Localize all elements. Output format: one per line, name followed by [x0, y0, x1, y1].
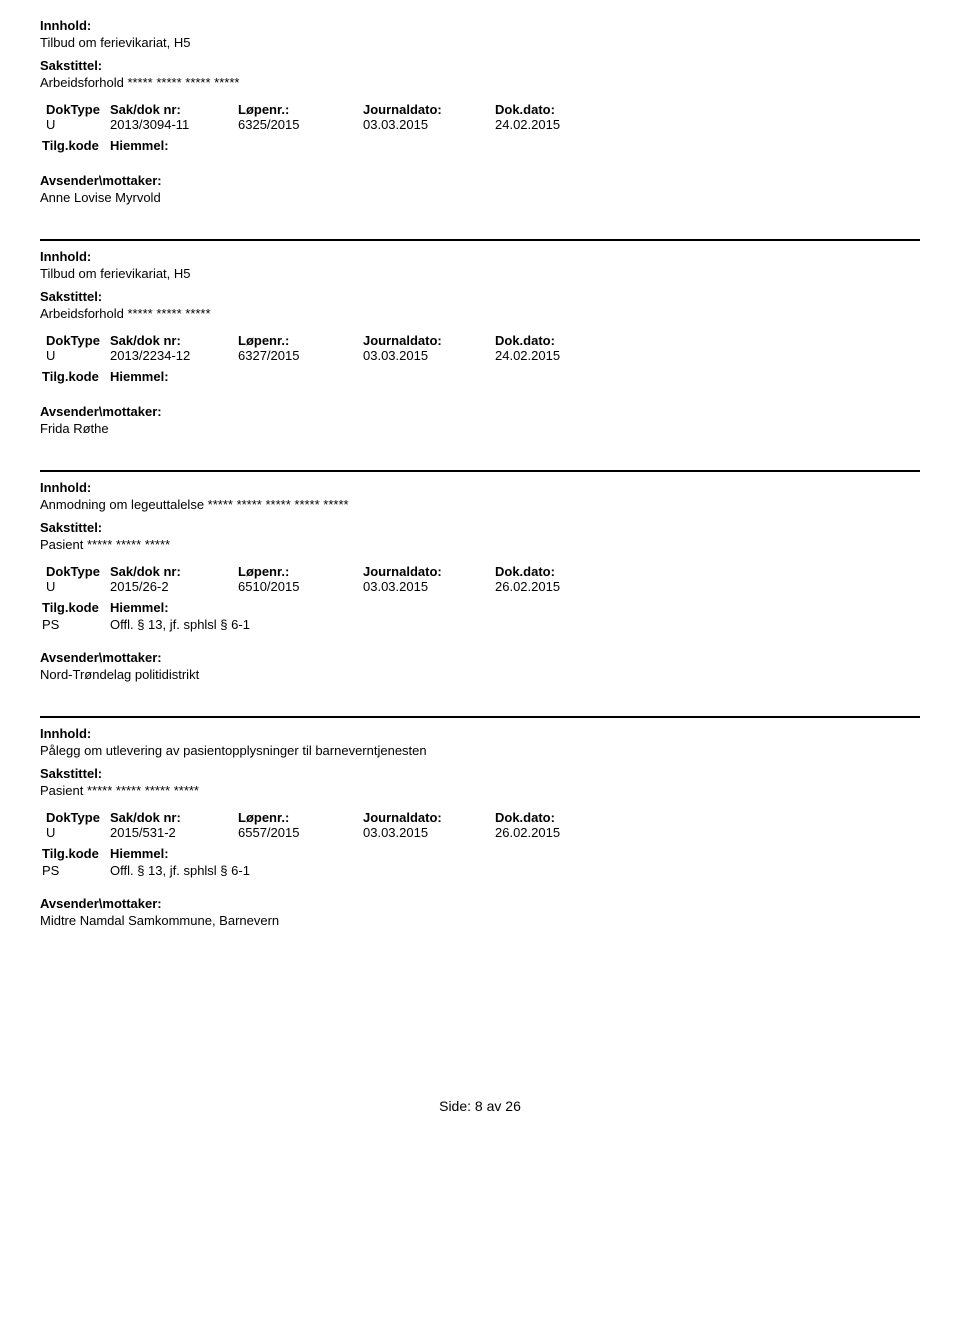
data-row: U 2015/531-2 6557/2015 03.03.2015 26.02.… [40, 825, 920, 840]
journaldato-header: Journaldato: [363, 102, 495, 117]
journaldato-header: Journaldato: [363, 564, 495, 579]
data-row: U 2013/3094-11 6325/2015 03.03.2015 24.0… [40, 117, 920, 132]
page-current: 8 [475, 1098, 483, 1114]
sakstittel-value: Arbeidsforhold ***** ***** ***** ***** [40, 75, 920, 90]
hiemmel-header-row: Tilg.kode Hiemmel: [40, 600, 920, 615]
avsender-label: Avsender\mottaker: [40, 173, 920, 188]
dokdato-value: 26.02.2015 [495, 825, 625, 840]
doktype-header: DokType [40, 102, 110, 117]
hiemmel-data-row: PS Offl. § 13, jf. sphlsl § 6-1 [40, 617, 920, 632]
dokdato-header: Dok.dato: [495, 102, 625, 117]
data-row: U 2015/26-2 6510/2015 03.03.2015 26.02.2… [40, 579, 920, 594]
avsender-label: Avsender\mottaker: [40, 650, 920, 665]
header-row: DokType Sak/dok nr: Løpenr.: Journaldato… [40, 333, 920, 348]
avsender-label: Avsender\mottaker: [40, 896, 920, 911]
lopenr-value: 6325/2015 [238, 117, 363, 132]
dokdato-header: Dok.dato: [495, 333, 625, 348]
innhold-value: Anmodning om legeuttalelse ***** ***** *… [40, 497, 920, 512]
doktype-value: U [40, 348, 110, 363]
doktype-value: U [40, 825, 110, 840]
dokdato-header: Dok.dato: [495, 810, 625, 825]
tilgkode-header: Tilg.kode [40, 369, 110, 384]
sakdoknr-value: 2013/3094-11 [110, 117, 238, 132]
lopenr-header: Løpenr.: [238, 810, 363, 825]
header-row: DokType Sak/dok nr: Løpenr.: Journaldato… [40, 564, 920, 579]
dokdato-value: 26.02.2015 [495, 579, 625, 594]
sakstittel-value: Pasient ***** ***** ***** ***** [40, 783, 920, 798]
sakstittel-label: Sakstittel: [40, 289, 920, 304]
innhold-label: Innhold: [40, 18, 920, 33]
hiemmel-header-row: Tilg.kode Hiemmel: [40, 369, 920, 384]
journal-entry: Innhold: Tilbud om ferievikariat, H5 Sak… [40, 18, 920, 235]
avsender-label: Avsender\mottaker: [40, 404, 920, 419]
innhold-value: Tilbud om ferievikariat, H5 [40, 35, 920, 50]
doktype-header: DokType [40, 333, 110, 348]
lopenr-value: 6557/2015 [238, 825, 363, 840]
sakdoknr-value: 2015/26-2 [110, 579, 238, 594]
avsender-value: Frida Røthe [40, 421, 920, 436]
av-label: av [487, 1098, 502, 1114]
journaldato-header: Journaldato: [363, 333, 495, 348]
journaldato-value: 03.03.2015 [363, 117, 495, 132]
sakstittel-label: Sakstittel: [40, 58, 920, 73]
journal-entry: Innhold: Anmodning om legeuttalelse ****… [40, 470, 920, 712]
sakdoknr-header: Sak/dok nr: [110, 102, 238, 117]
sakdoknr-value: 2013/2234-12 [110, 348, 238, 363]
journal-entry: Innhold: Pålegg om utlevering av pasient… [40, 716, 920, 958]
hiemmel-value: Offl. § 13, jf. sphlsl § 6-1 [110, 617, 250, 632]
sakstittel-value: Pasient ***** ***** ***** [40, 537, 920, 552]
hiemmel-value: Offl. § 13, jf. sphlsl § 6-1 [110, 863, 250, 878]
sakdoknr-header: Sak/dok nr: [110, 810, 238, 825]
page-footer: Side: 8 av 26 [40, 1098, 920, 1114]
sakstittel-value: Arbeidsforhold ***** ***** ***** [40, 306, 920, 321]
tilgkode-header: Tilg.kode [40, 600, 110, 615]
journaldato-value: 03.03.2015 [363, 348, 495, 363]
journaldato-value: 03.03.2015 [363, 579, 495, 594]
hiemmel-data-row: PS Offl. § 13, jf. sphlsl § 6-1 [40, 863, 920, 878]
journaldato-value: 03.03.2015 [363, 825, 495, 840]
sakdoknr-value: 2015/531-2 [110, 825, 238, 840]
avsender-value: Nord-Trøndelag politidistrikt [40, 667, 920, 682]
data-row: U 2013/2234-12 6327/2015 03.03.2015 24.0… [40, 348, 920, 363]
lopenr-header: Løpenr.: [238, 564, 363, 579]
hiemmel-header-row: Tilg.kode Hiemmel: [40, 138, 920, 153]
doktype-value: U [40, 117, 110, 132]
hiemmel-header: Hiemmel: [110, 600, 169, 615]
dokdato-value: 24.02.2015 [495, 348, 625, 363]
journal-entry: Innhold: Tilbud om ferievikariat, H5 Sak… [40, 239, 920, 466]
doktype-header: DokType [40, 810, 110, 825]
dokdato-value: 24.02.2015 [495, 117, 625, 132]
sakdoknr-header: Sak/dok nr: [110, 564, 238, 579]
hiemmel-header: Hiemmel: [110, 138, 169, 153]
hiemmel-header: Hiemmel: [110, 846, 169, 861]
page-total: 26 [505, 1098, 521, 1114]
doktype-value: U [40, 579, 110, 594]
tilgkode-header: Tilg.kode [40, 846, 110, 861]
dokdato-header: Dok.dato: [495, 564, 625, 579]
sakstittel-label: Sakstittel: [40, 520, 920, 535]
tilgkode-header: Tilg.kode [40, 138, 110, 153]
lopenr-value: 6327/2015 [238, 348, 363, 363]
lopenr-header: Løpenr.: [238, 333, 363, 348]
innhold-value: Pålegg om utlevering av pasientopplysnin… [40, 743, 920, 758]
header-row: DokType Sak/dok nr: Løpenr.: Journaldato… [40, 102, 920, 117]
lopenr-header: Løpenr.: [238, 102, 363, 117]
hiemmel-header: Hiemmel: [110, 369, 169, 384]
innhold-label: Innhold: [40, 249, 920, 264]
innhold-label: Innhold: [40, 480, 920, 495]
innhold-label: Innhold: [40, 726, 920, 741]
sakdoknr-header: Sak/dok nr: [110, 333, 238, 348]
hiemmel-header-row: Tilg.kode Hiemmel: [40, 846, 920, 861]
header-row: DokType Sak/dok nr: Løpenr.: Journaldato… [40, 810, 920, 825]
doktype-header: DokType [40, 564, 110, 579]
lopenr-value: 6510/2015 [238, 579, 363, 594]
journaldato-header: Journaldato: [363, 810, 495, 825]
tilgkode-value: PS [40, 863, 110, 878]
avsender-value: Midtre Namdal Samkommune, Barnevern [40, 913, 920, 928]
sakstittel-label: Sakstittel: [40, 766, 920, 781]
side-label: Side: [439, 1098, 471, 1114]
tilgkode-value: PS [40, 617, 110, 632]
avsender-value: Anne Lovise Myrvold [40, 190, 920, 205]
innhold-value: Tilbud om ferievikariat, H5 [40, 266, 920, 281]
